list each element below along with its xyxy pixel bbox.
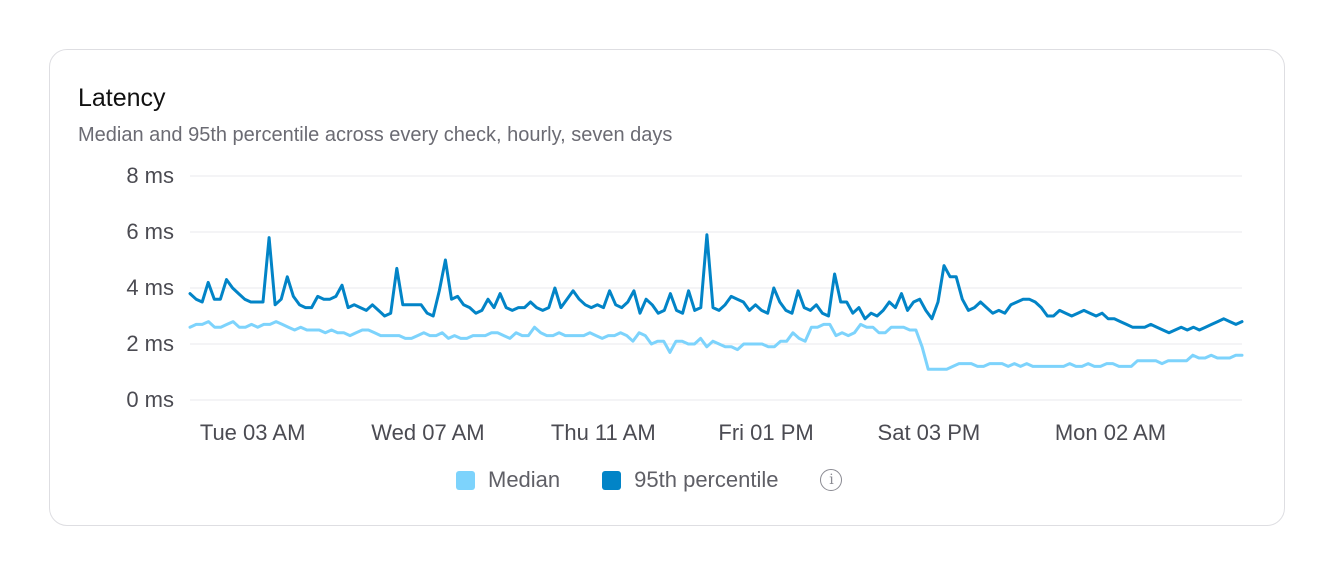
card-subtitle: Median and 95th percentile across every … [78,124,673,146]
legend-label-p95: 95th percentile [634,467,779,492]
legend-label-median: Median [488,467,561,492]
info-circle-icon[interactable]: i [820,469,843,491]
legend-swatch-p95 [602,470,622,490]
legend-swatch-median [456,470,475,490]
legend-item-median[interactable]: Median [456,467,560,493]
legend-item-p95[interactable]: 95th percentile [602,467,778,493]
latency-card: Latency Median and 95th percentile acros… [49,49,1285,526]
chart-legend: Median 95th percentile i [456,465,843,495]
card-title: Latency [78,84,166,112]
